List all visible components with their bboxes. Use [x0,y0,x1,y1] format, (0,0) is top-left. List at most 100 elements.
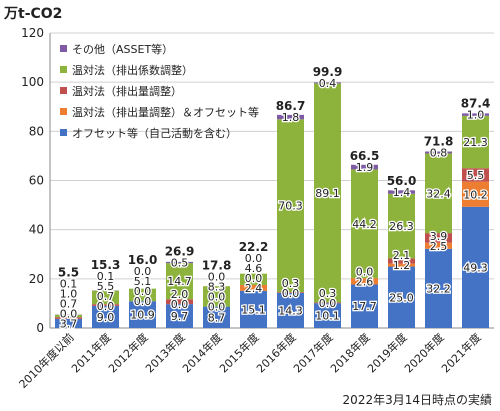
bar-segment [388,258,415,264]
legend-item: オフセット等（自己活動を含む） [60,122,259,143]
data-label: 25.0 [389,291,414,304]
bar-segment [277,114,304,120]
bar-segment [314,303,341,328]
chart-legend: その他（ASSET等） 温対法（排出係数調整） 温対法（排出量調整） 温対法（排出量調… [60,38,259,143]
data-label: 9.7 [171,310,189,323]
total-label: 99.9 [313,65,343,79]
data-label: 0.3 [319,287,337,300]
as-of-note: 2022年3月14日時点の実績 [342,393,492,407]
data-label: 17.7 [352,300,377,313]
bar-segment [240,284,267,291]
total-label: 26.9 [165,244,195,258]
bar-segment [388,263,415,267]
data-label: 0.1 [97,270,115,283]
data-label: 0.0 [282,287,300,300]
legend-item: 温対法（排出量調整）＆オフセット等 [60,101,259,122]
y-tick-label: 80 [29,124,44,138]
category-label: 2010年度以前 [16,330,77,391]
bar-segment [55,317,82,319]
data-label: 0.1 [60,277,78,290]
bar-segment [166,261,193,264]
bar-segment [240,273,267,285]
bar-segment [277,119,304,293]
bar-segment [129,288,156,302]
bar-segment [388,193,415,259]
unit-label: 万t-CO2 [4,6,63,22]
data-label: 14.7 [167,275,192,288]
data-label: 0.0 [208,271,226,284]
category-label: 2018年度 [327,330,372,375]
data-label: 2.6 [356,275,374,288]
category-label: 2021年度 [438,330,483,375]
data-label: 0.7 [60,297,78,310]
bar-segment [425,248,452,328]
data-label: 8.3 [208,281,226,294]
bar-segment [462,206,489,328]
data-label: 0.0 [60,307,78,320]
data-label: 0.0 [134,265,152,278]
bar-segment [314,302,341,304]
data-label: 1.0 [467,109,485,122]
total-label: 71.8 [424,134,454,148]
y-tick-label: 20 [29,272,44,286]
bar-segment [240,290,267,328]
legend-item: 温対法（排出係数調整） [60,59,259,80]
bar-segment [277,292,304,293]
y-tick-label: 120 [21,26,44,40]
bar-segment [166,304,193,328]
bar-segment [203,286,230,307]
legend-swatch [60,108,67,115]
bar-segment [55,314,82,318]
data-label: 0.0 [208,301,226,314]
data-label: 4.6 [245,262,263,275]
bar-segment [425,153,452,234]
legend-swatch [60,87,67,94]
legend-swatch [60,45,67,52]
data-label: 10.9 [130,309,155,322]
data-label: 1.9 [356,161,374,174]
bar-segment [351,164,378,170]
bar-segment [388,190,415,194]
legend-label: オフセット等（自己活動を含む） [72,126,237,140]
bar-segment [277,292,304,328]
data-label: 0.5 [171,256,189,269]
bar-segment [425,233,452,243]
bar-segment [462,113,489,116]
data-label: 2.4 [245,282,263,295]
total-label: 5.5 [58,265,79,279]
data-label: 21.3 [463,136,488,149]
legend-label: その他（ASSET等） [72,42,174,56]
bar-segment [314,83,341,303]
bar-segment [388,266,415,328]
data-label: 0.0 [134,295,152,308]
data-label: 5.5 [97,280,115,293]
data-label: 32.2 [426,282,451,295]
category-label: 2019年度 [364,330,409,375]
data-label: 0.8 [430,146,448,159]
category-label: 2012年度 [105,330,150,375]
data-label: 1.2 [393,259,411,272]
data-label: 0.0 [245,252,263,265]
y-tick-label: 40 [29,223,44,237]
data-label: 1.4 [393,186,411,199]
data-label: 0.0 [245,272,263,285]
legend-item: 温対法（排出量調整） [60,80,259,101]
y-tick-label: 60 [29,174,44,188]
data-label: 3.7 [60,317,78,330]
total-label: 86.7 [276,99,306,113]
bar-segment [462,181,489,207]
legend-item: その他（ASSET等） [60,38,259,59]
bar-segment [92,290,119,305]
bar-segment [55,318,82,328]
legend-swatch [60,129,67,136]
legend-swatch [60,66,67,73]
total-label: 66.5 [350,149,380,163]
category-label: 2011年度 [68,330,113,375]
total-label: 17.8 [202,259,232,273]
bar-segment [166,299,193,305]
bar-segment [92,304,119,306]
data-label: 0.3 [282,277,300,290]
data-label: 2.0 [171,288,189,301]
y-tick-label: 0 [36,321,44,335]
